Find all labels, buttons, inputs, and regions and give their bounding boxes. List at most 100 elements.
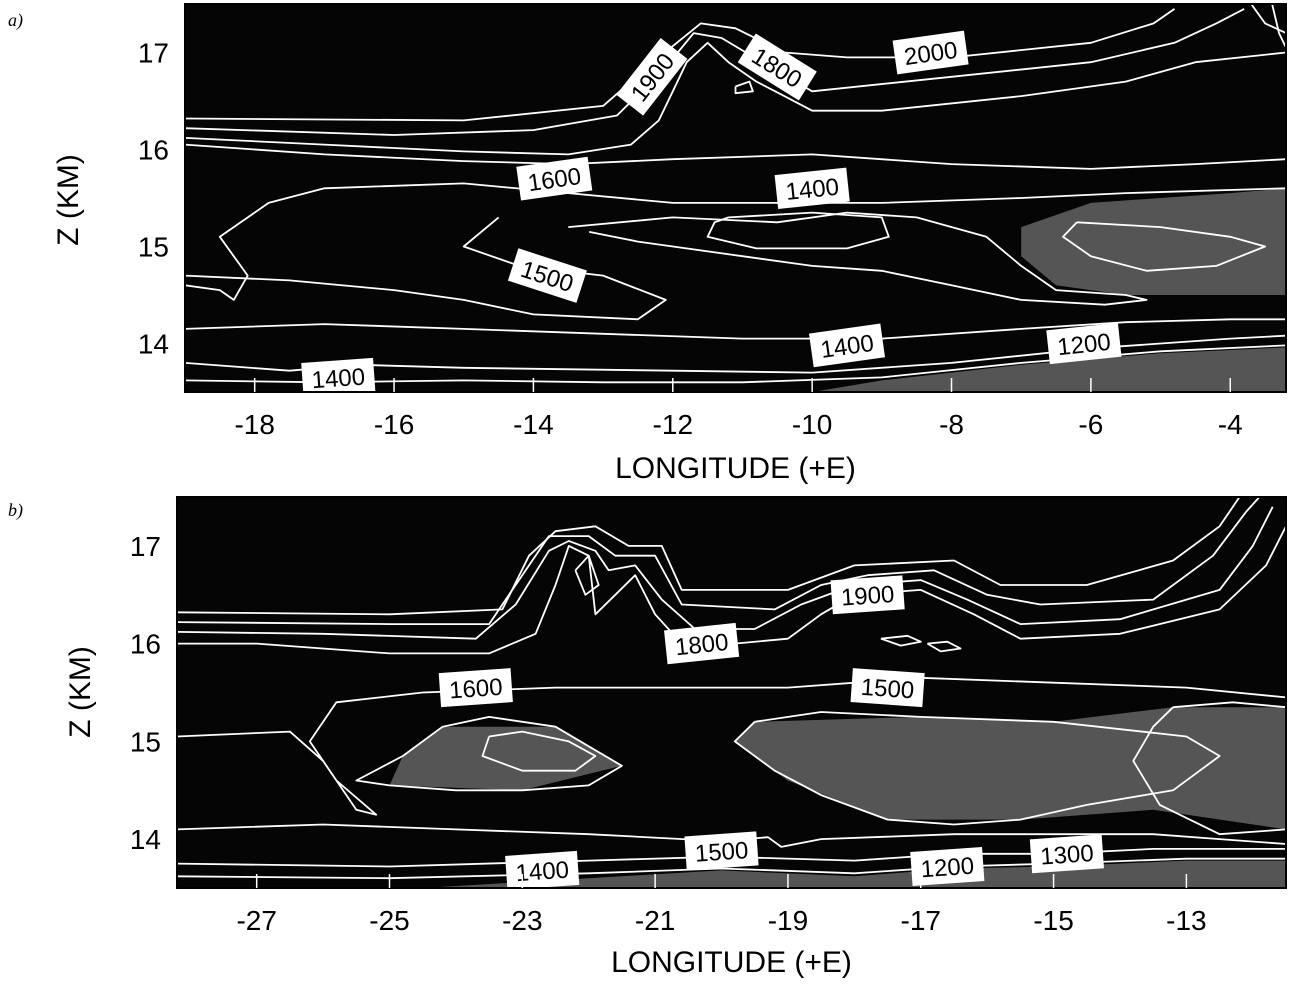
y-tick-label: 14 (130, 824, 161, 855)
contour-label: 1300 (1029, 834, 1104, 874)
contour-label-box (507, 248, 587, 303)
contour-label-text: 1500 (694, 837, 749, 868)
contour-line (481, 730, 597, 772)
contour-label-box (301, 357, 376, 392)
contour-label-text: 1800 (674, 629, 730, 661)
contour-line (1271, 4, 1286, 48)
contour-line (177, 847, 1286, 868)
x-tick-label: -15 (1033, 905, 1073, 936)
x-tick-label: -21 (635, 905, 675, 936)
contour-label-text: 1200 (1056, 329, 1112, 361)
x-tick-label: -13 (1166, 905, 1206, 936)
contour-label-box (516, 156, 593, 201)
contour-line (706, 211, 890, 250)
x-tick-label: -10 (792, 409, 832, 440)
panel-b-letter: b) (8, 500, 23, 520)
x-tick-label: -8 (939, 409, 964, 440)
shaded-region (812, 347, 1286, 392)
contour-line (185, 216, 667, 321)
x-tick-label: -18 (234, 409, 274, 440)
x-tick-label: -6 (1078, 409, 1103, 440)
contour-line (185, 143, 1286, 170)
contour-line (185, 182, 1286, 301)
plot-area (185, 4, 1286, 392)
shaded-region (734, 707, 1286, 830)
contour-label: 1500 (684, 831, 759, 871)
contour-label: 1400 (808, 323, 886, 368)
x-tick-label: -19 (768, 905, 808, 936)
contour-label-text: 1400 (515, 857, 570, 888)
contour-label-box (505, 850, 580, 888)
contour-label-text: 1200 (920, 853, 975, 884)
contour-label-box (910, 847, 985, 886)
contour-line (177, 497, 1261, 626)
x-axis-title: LONGITUDE (+E) (615, 452, 856, 485)
contour-label-box (737, 33, 817, 101)
y-tick-label: 17 (138, 38, 169, 69)
contour-label: 1800 (664, 622, 740, 665)
contour-label: 1200 (1046, 322, 1122, 365)
y-axis-title: Z (KM) (64, 646, 97, 738)
contour-line (355, 715, 623, 792)
plot-area (177, 497, 1286, 888)
contour-label-text: 1400 (784, 174, 840, 206)
contour-label-box (830, 575, 905, 615)
contour-label-text: 1900 (840, 581, 895, 612)
shaded-region (1021, 188, 1286, 295)
contour-line (177, 823, 1286, 848)
x-tick-label: -23 (502, 905, 542, 936)
contour-label-text: 1400 (311, 364, 366, 395)
contour-label-box (808, 323, 886, 368)
contour-line (185, 41, 1286, 156)
contour-line (1250, 4, 1286, 34)
contour-line (1062, 221, 1266, 272)
contour-label-box (616, 37, 688, 116)
contour-line (177, 857, 1286, 880)
contour-line (926, 640, 962, 653)
x-axis-title: LONGITUDE (+E) (611, 946, 852, 979)
contour-label-box (664, 622, 740, 665)
x-tick-label: -27 (236, 905, 276, 936)
x-tick-label: -17 (901, 905, 941, 936)
contour-label: 1600 (438, 668, 513, 708)
contour-label-text: 1300 (1039, 840, 1094, 871)
contour-line (574, 554, 600, 596)
y-tick-label: 17 (130, 531, 161, 562)
contour-label-box (850, 668, 925, 708)
contour-line (1132, 701, 1286, 836)
y-tick-label: 16 (138, 135, 169, 166)
contour-line (177, 676, 1286, 816)
y-tick-label: 14 (138, 329, 169, 360)
contour-label: 1500 (850, 668, 925, 708)
plot-frame (184, 3, 1287, 393)
x-tick-label: -4 (1218, 409, 1243, 440)
contour-label: 1900 (830, 575, 905, 615)
contour-label-box (1029, 834, 1104, 874)
contour-label-text: 1500 (860, 674, 915, 705)
x-tick-label: -14 (513, 409, 553, 440)
contour-label: 1400 (301, 357, 376, 395)
contour-label: 1200 (910, 847, 985, 886)
x-tick-label: -16 (374, 409, 414, 440)
contour-label-box (892, 30, 969, 75)
shaded-region (389, 726, 622, 791)
y-tick-label: 15 (138, 232, 169, 263)
contour-line (733, 711, 1221, 826)
y-tick-label: 16 (130, 629, 161, 660)
y-axis-title: Z (KM) (52, 154, 85, 246)
contour-label-box (438, 668, 513, 708)
contour-label-box (774, 167, 850, 209)
panel-a-letter: a) (8, 10, 23, 30)
contour-line (880, 634, 922, 647)
chart-panel-b: 1900 1800 1600 1500 1500 1400 1200 1300 -27 -25 -2… (64, 496, 1287, 979)
x-tick-label: -12 (653, 409, 693, 440)
x-tick-label: -25 (369, 905, 409, 936)
contour-line (177, 525, 1286, 655)
contour-label: 1400 (774, 167, 850, 209)
contour-line (177, 497, 1241, 616)
y-tick-label: 15 (130, 726, 161, 757)
contour-label: 1400 (505, 850, 580, 888)
plot-frame (176, 496, 1287, 889)
